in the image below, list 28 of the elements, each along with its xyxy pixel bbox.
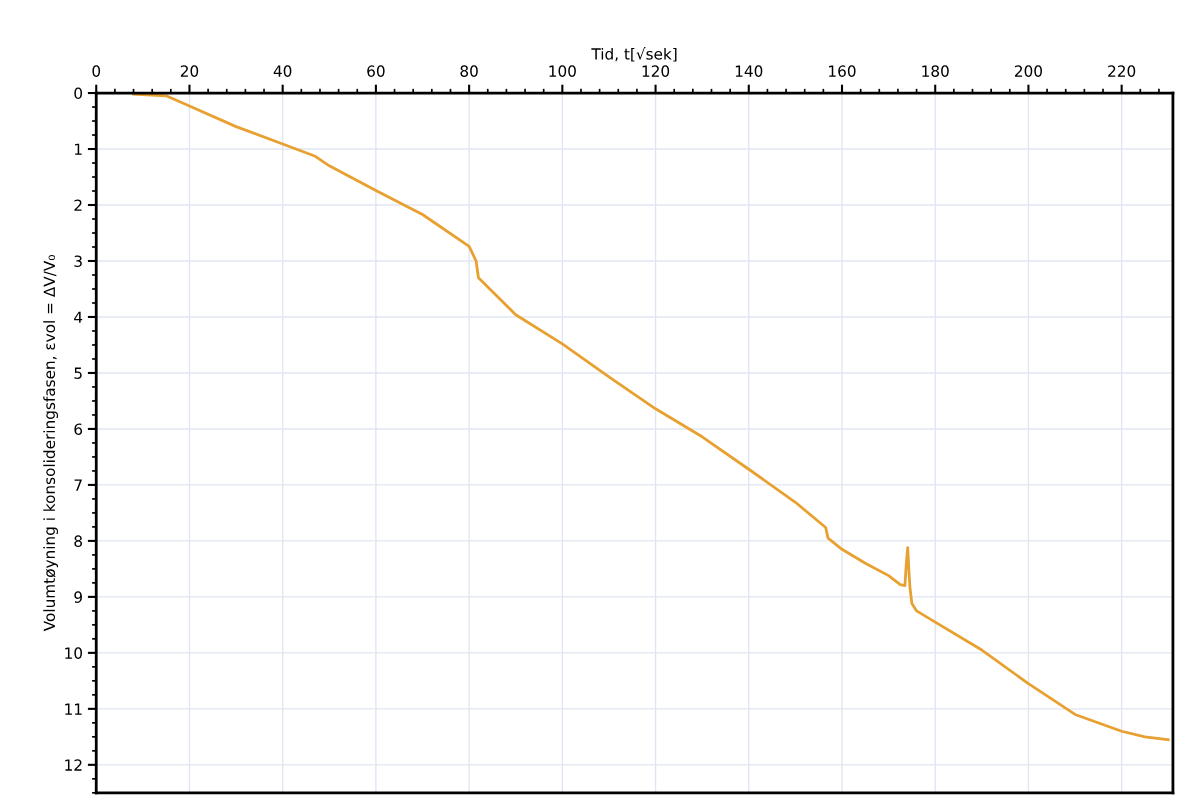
- y-axis-title: Volumtøyning i konsolideringsfasen, εvol = ΔV/V₀: [43, 255, 59, 632]
- x-tick-label: 180: [922, 65, 949, 77]
- y-tick-label: 5: [74, 367, 82, 379]
- y-tick-label: 7: [74, 479, 82, 491]
- y-tick-label: 9: [74, 591, 82, 603]
- y-tick-label: 0: [74, 87, 83, 100]
- y-tick-label: 2: [74, 199, 82, 211]
- x-tick-label: 160: [829, 65, 856, 77]
- x-tick-label: 80: [460, 65, 478, 77]
- y-tick-label: 6: [74, 423, 83, 435]
- x-tick-label: 60: [367, 65, 385, 77]
- x-tick-label: 40: [273, 65, 292, 77]
- y-tick-label: 11: [65, 703, 82, 715]
- x-tick-label: 120: [642, 65, 670, 77]
- y-tick-label: 3: [74, 255, 82, 268]
- x-tick-label: 100: [549, 65, 576, 77]
- line-series: [132, 93, 1170, 742]
- y-tick-label: 12: [65, 759, 82, 771]
- x-tick-label: 0: [92, 65, 101, 77]
- x-axis-title: Tid, t[√sek]: [591, 47, 677, 62]
- x-tick-label: 200: [1014, 65, 1042, 77]
- y-tick-label: 10: [65, 647, 83, 659]
- x-tick-label: 140: [735, 65, 763, 77]
- y-tick-label: 4: [74, 311, 83, 323]
- x-tick-label: 20: [180, 65, 199, 77]
- x-tick-label: 220: [1108, 65, 1136, 77]
- y-tick-label: 8: [74, 535, 82, 547]
- y-tick-label: 1: [75, 143, 82, 155]
